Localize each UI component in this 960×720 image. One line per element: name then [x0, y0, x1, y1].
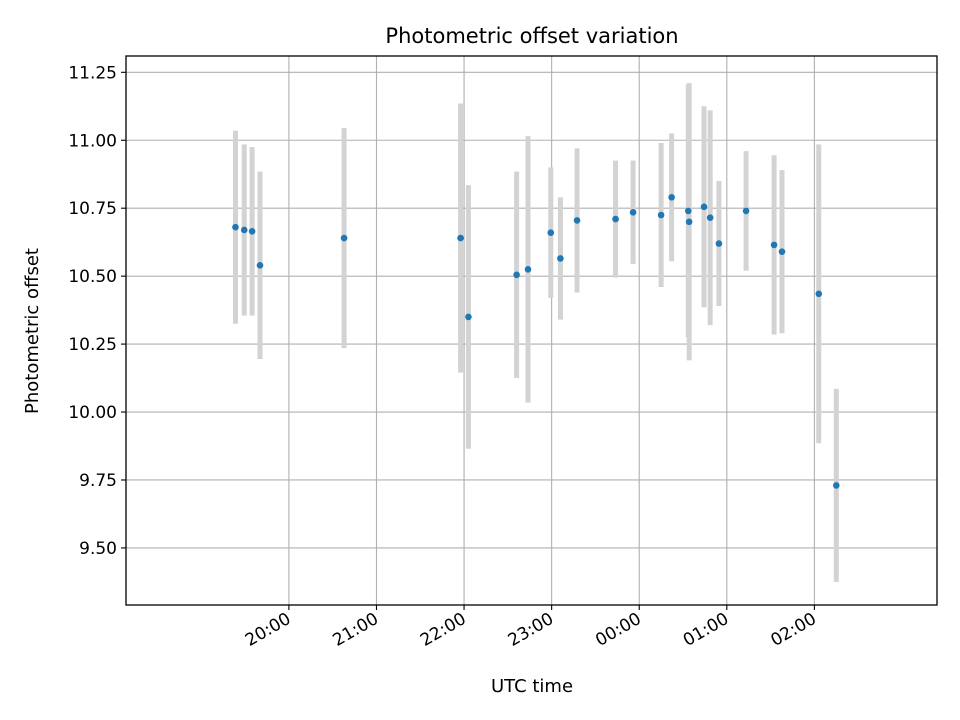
data-points: [232, 194, 840, 489]
data-point: [240, 226, 248, 234]
data-point: [340, 234, 348, 242]
data-point: [715, 240, 723, 247]
data-point: [706, 214, 714, 222]
data-point: [513, 271, 520, 279]
y-axis-ticks: 9.50 9.75 10.00 10.25 10.50 10.75 11.00 11.25: [68, 63, 126, 559]
data-point: [685, 218, 693, 226]
data-point: [778, 248, 786, 255]
y-tick-label: 9.50: [79, 539, 117, 559]
data-point: [770, 241, 778, 249]
data-point: [700, 203, 708, 211]
y-tick-label: 11.25: [68, 63, 117, 83]
data-point: [547, 229, 555, 236]
y-tick-label: 10.75: [68, 199, 117, 219]
y-tick-label: 11.00: [68, 131, 117, 151]
data-point: [457, 234, 464, 242]
data-point: [465, 313, 472, 321]
plot-frame: [125, 55, 938, 606]
y-tick-label: 10.00: [68, 403, 117, 423]
y-tick-label: 9.75: [79, 471, 117, 491]
data-point: [248, 227, 256, 235]
data-point: [657, 211, 665, 219]
data-point: [629, 208, 637, 216]
data-point: [668, 194, 675, 201]
data-point: [557, 255, 564, 262]
data-point: [742, 207, 750, 215]
data-point: [256, 261, 264, 269]
y-axis-title: Photometric offset: [22, 248, 43, 414]
chart-title: Photometric offset variation: [385, 24, 678, 48]
data-point: [524, 266, 532, 273]
y-tick-label: 10.50: [68, 267, 117, 287]
data-point: [832, 482, 840, 489]
data-point: [573, 217, 581, 224]
y-tick-label: 10.25: [68, 335, 117, 355]
x-axis-title: UTC time: [491, 676, 573, 697]
data-point: [232, 223, 239, 231]
data-point: [815, 290, 823, 298]
data-point: [684, 207, 692, 215]
data-point: [612, 215, 619, 223]
